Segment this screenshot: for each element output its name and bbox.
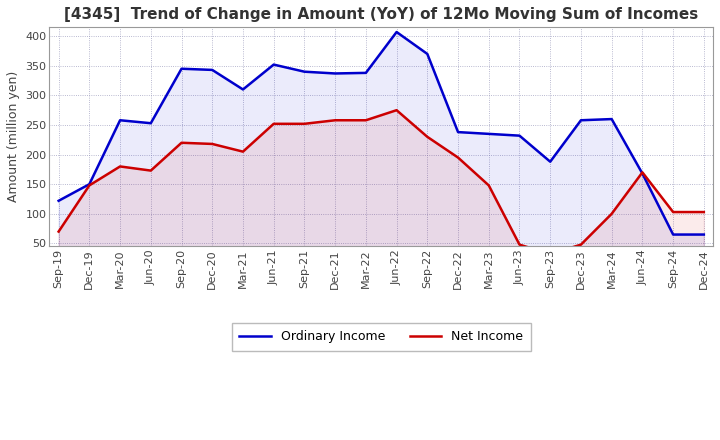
Line: Ordinary Income: Ordinary Income	[58, 32, 704, 235]
Net Income	[238, 149, 247, 154]
Net Income	[330, 117, 339, 123]
Ordinary Income	[85, 182, 94, 187]
Ordinary Income	[330, 71, 339, 76]
Net Income	[146, 168, 155, 173]
Line: Net Income: Net Income	[58, 110, 704, 254]
Ordinary Income	[361, 70, 370, 76]
Net Income	[454, 155, 462, 160]
Ordinary Income	[116, 117, 125, 123]
Ordinary Income	[238, 87, 247, 92]
Net Income	[54, 229, 63, 234]
Net Income	[177, 140, 186, 145]
Net Income	[516, 242, 524, 247]
Ordinary Income	[177, 66, 186, 71]
Net Income	[485, 183, 493, 188]
Ordinary Income	[269, 62, 278, 67]
Ordinary Income	[546, 159, 554, 165]
Net Income	[116, 164, 125, 169]
Net Income	[361, 117, 370, 123]
Net Income	[392, 107, 401, 113]
Ordinary Income	[146, 121, 155, 126]
Legend: Ordinary Income, Net Income: Ordinary Income, Net Income	[232, 323, 531, 351]
Ordinary Income	[54, 198, 63, 203]
Ordinary Income	[208, 67, 217, 73]
Ordinary Income	[454, 129, 462, 135]
Net Income	[608, 211, 616, 216]
Net Income	[638, 170, 647, 175]
Ordinary Income	[485, 131, 493, 136]
Net Income	[269, 121, 278, 126]
Net Income	[300, 121, 309, 126]
Ordinary Income	[392, 29, 401, 35]
Net Income	[700, 209, 708, 215]
Net Income	[423, 134, 431, 139]
Net Income	[577, 242, 585, 247]
Net Income	[669, 209, 678, 215]
Net Income	[208, 141, 217, 147]
Ordinary Income	[577, 117, 585, 123]
Ordinary Income	[700, 232, 708, 237]
Net Income	[546, 251, 554, 257]
Ordinary Income	[608, 117, 616, 122]
Ordinary Income	[423, 51, 431, 57]
Ordinary Income	[516, 133, 524, 138]
Y-axis label: Amount (million yen): Amount (million yen)	[7, 71, 20, 202]
Ordinary Income	[300, 69, 309, 74]
Ordinary Income	[669, 232, 678, 237]
Ordinary Income	[638, 171, 647, 176]
Title: [4345]  Trend of Change in Amount (YoY) of 12Mo Moving Sum of Incomes: [4345] Trend of Change in Amount (YoY) o…	[64, 7, 698, 22]
Net Income	[85, 183, 94, 188]
